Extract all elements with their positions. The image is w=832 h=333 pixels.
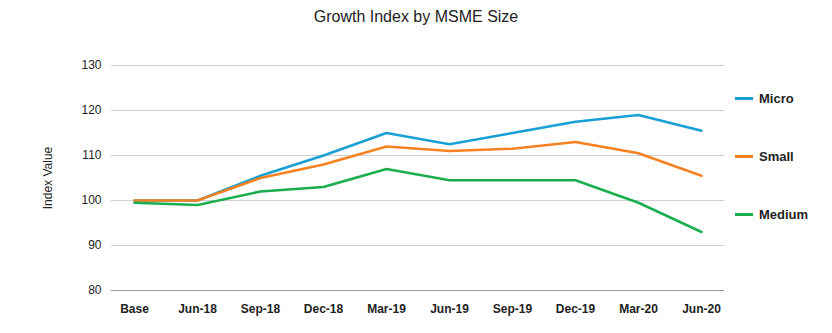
svg-text:100: 100 — [81, 193, 101, 207]
html-text:Medium: Medium — [759, 206, 809, 222]
svg-text:90: 90 — [88, 238, 102, 252]
svg-text:Dec-19: Dec-19 — [556, 302, 596, 316]
html-text:Growth Index by MSME Size: Growth Index by MSME Size — [313, 8, 519, 25]
svg-text:Sep-18: Sep-18 — [241, 302, 281, 316]
html-text:Micro: Micro — [759, 90, 794, 106]
svg-text:Base: Base — [120, 302, 149, 316]
svg-text:130: 130 — [81, 58, 101, 72]
svg-text:Jun-19: Jun-19 — [430, 302, 469, 316]
svg-text:Mar-19: Mar-19 — [367, 302, 406, 316]
svg-text:120: 120 — [81, 103, 101, 117]
svg-text:Mar-20: Mar-20 — [619, 302, 658, 316]
svg-text:Jun-18: Jun-18 — [178, 302, 217, 316]
html-text:Small: Small — [759, 148, 794, 164]
svg-text:110: 110 — [82, 148, 101, 162]
svg-text:80: 80 — [88, 283, 102, 297]
svg-text:Jun-20: Jun-20 — [682, 302, 721, 316]
svg-text:Dec-18: Dec-18 — [304, 302, 344, 316]
svg-text:Sep-19: Sep-19 — [493, 302, 533, 316]
svg-text:Index Value: Index Value — [41, 146, 55, 209]
